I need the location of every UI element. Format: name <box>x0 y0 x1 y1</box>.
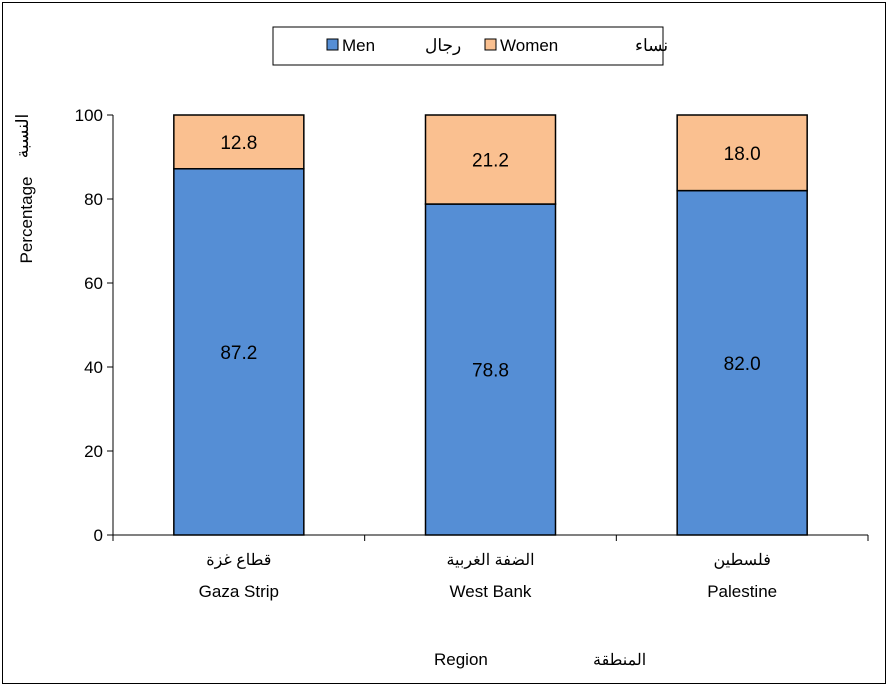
data-label-women: 12.8 <box>220 133 257 154</box>
data-label-men: 87.2 <box>220 343 257 364</box>
y-tick-label: 100 <box>75 106 103 125</box>
x-axis-title-ar: المنطقة <box>593 652 646 669</box>
x-tick-label: Palestine <box>707 582 777 601</box>
y-tick-label: 80 <box>84 190 103 209</box>
data-label-men: 78.8 <box>472 361 509 382</box>
data-label-women: 21.2 <box>472 151 509 172</box>
legend-swatch-men <box>326 38 339 51</box>
bar-women <box>173 114 305 170</box>
bar-women <box>676 114 808 192</box>
bar-men <box>676 189 808 536</box>
x-axis-title: Region <box>434 650 488 669</box>
y-axis: 0 20 40 60 80 100 <box>75 106 114 545</box>
bar-men <box>424 203 557 536</box>
data-label-women: 18.0 <box>724 144 761 165</box>
x-tick-label: West Bank <box>450 582 532 601</box>
legend-label-women-ar: نساء <box>635 36 668 55</box>
x-tick-label-ar: الضفة الغربية <box>446 552 534 569</box>
legend: Men رجال Women نساء <box>272 26 668 66</box>
data-label-men: 82.0 <box>724 354 761 375</box>
y-tick-label: 0 <box>94 526 103 545</box>
y-tick-label: 60 <box>84 274 103 293</box>
x-axis: قطاع غزة Gaza Strip الضفة الغربية West Bank… <box>112 534 869 601</box>
y-axis-title: Percentage <box>17 177 36 264</box>
bars: 87.2 12.8 78.8 21.2 82.0 18.0 <box>173 114 808 536</box>
y-axis-title-ar: النسبة <box>13 114 32 158</box>
legend-label-men: Men <box>342 36 375 55</box>
y-tick-label: 40 <box>84 358 103 377</box>
legend-label-women: Women <box>500 36 558 55</box>
legend-swatch-women <box>484 38 497 51</box>
bar-women <box>424 114 557 205</box>
x-tick-label-ar: فلسطين <box>713 552 770 569</box>
x-tick-label: Gaza Strip <box>199 582 279 601</box>
y-tick-label: 20 <box>84 442 103 461</box>
x-tick-label-ar: قطاع غزة <box>206 552 271 569</box>
legend-label-men-ar: رجال <box>425 36 461 56</box>
